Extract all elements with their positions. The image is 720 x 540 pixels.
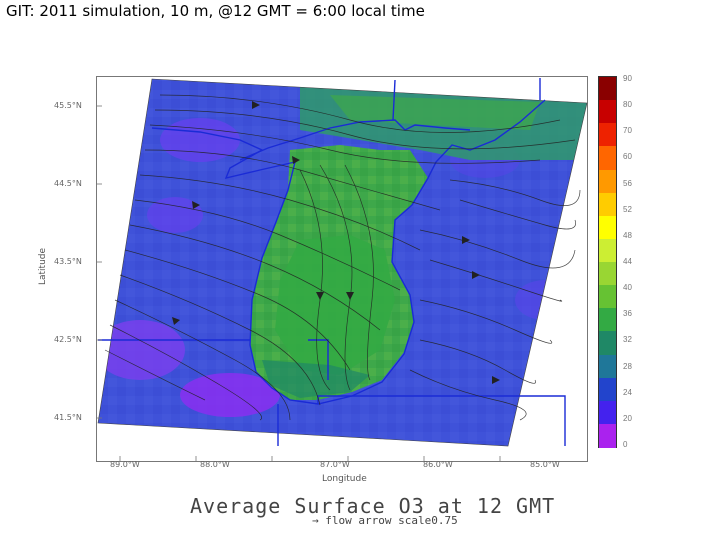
colorbar-label: 70 <box>623 126 632 136</box>
low-ozone-patch <box>180 373 280 417</box>
flow-arrowheads <box>172 101 500 384</box>
x-tick-label: 88.0°W <box>200 460 230 469</box>
model-domain-outline <box>97 78 588 447</box>
colorbar-label: 40 <box>623 283 632 293</box>
x-tick-label: 87.0°W <box>320 460 350 469</box>
colorbar-label: 28 <box>623 361 632 371</box>
ozone-field <box>98 79 587 446</box>
colorbar <box>598 76 617 448</box>
colorbar-cell <box>599 100 616 124</box>
colorbar-cell <box>599 331 616 355</box>
colorbar-label: 44 <box>623 257 632 266</box>
axis-ticks <box>96 105 501 462</box>
colorbar-label: 36 <box>623 309 632 319</box>
colorbar-cell <box>599 285 616 309</box>
colorbar-cell <box>599 262 616 286</box>
colorbar-cell <box>599 169 616 194</box>
colorbar-label: 90 <box>623 74 632 83</box>
colorbar-cell <box>599 423 616 448</box>
colorbar-cell <box>599 238 616 263</box>
flow-streamlines <box>104 94 581 421</box>
low-ozone-patch <box>147 197 203 233</box>
y-tick-label: 44.5°N <box>54 179 82 188</box>
y-tick-label: 42.5°N <box>54 335 82 344</box>
map-subtitle: → flow arrow scale0.75 <box>312 514 458 527</box>
colorbar-cell <box>599 354 616 379</box>
low-ozone-patch <box>98 320 185 380</box>
shoreline <box>98 78 566 446</box>
y-tick-label: 45.5°N <box>54 101 82 110</box>
map-title: Average Surface O3 at 12 GMT <box>190 494 556 518</box>
colorbar-label: 80 <box>623 100 632 110</box>
x-tick-label: 89.0°W <box>110 460 140 469</box>
colorbar-cell <box>599 77 616 101</box>
x-axis-title: Longitude <box>322 474 367 484</box>
y-axis-title: Latitude <box>38 247 48 285</box>
x-tick-label: 86.0°W <box>423 460 453 469</box>
colorbar-cell <box>599 123 616 147</box>
y-tick-label: 41.5°N <box>54 413 82 422</box>
colorbar-label: 56 <box>623 178 632 188</box>
colorbar-cell <box>599 192 616 217</box>
colorbar-label: 24 <box>623 387 632 397</box>
x-tick-label: 85.0°W <box>530 460 560 469</box>
colorbar-label: 48 <box>623 230 632 240</box>
colorbar-cell <box>599 308 616 332</box>
colorbar-label: 20 <box>623 413 632 423</box>
colorbar-cell <box>599 377 616 402</box>
colorbar-label: 32 <box>623 335 632 345</box>
colorbar-label: 0 <box>623 440 628 449</box>
colorbar-cell <box>599 400 616 425</box>
colorbar-cell <box>599 146 616 170</box>
colorbar-label: 60 <box>623 152 632 162</box>
colorbar-cell <box>599 215 616 240</box>
slide-title: GIT: 2011 simulation, 10 m, @12 GMT = 6:… <box>6 2 425 20</box>
y-tick-label: 43.5°N <box>54 257 82 266</box>
colorbar-label: 52 <box>623 204 632 214</box>
